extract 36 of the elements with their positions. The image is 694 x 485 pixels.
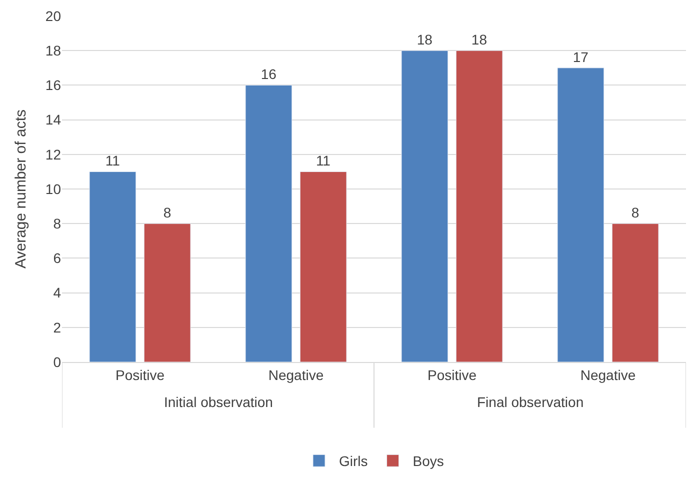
data-label: 17 bbox=[572, 48, 589, 65]
data-label: 18 bbox=[471, 32, 488, 48]
bar bbox=[245, 84, 292, 362]
bar bbox=[612, 223, 659, 362]
x-tick-label: Negative bbox=[268, 366, 324, 383]
y-tick-label: 2 bbox=[53, 319, 62, 336]
text: Initial observation bbox=[164, 394, 273, 410]
y-tick-label: 20 bbox=[45, 8, 62, 24]
bar bbox=[89, 171, 136, 362]
bar bbox=[144, 223, 191, 362]
x-tick-label: Negative bbox=[580, 366, 636, 383]
bar bbox=[456, 50, 503, 362]
x-tick-label: Positive bbox=[427, 366, 477, 383]
data-label: 11 bbox=[105, 152, 120, 169]
x-tick-label: Positive bbox=[115, 366, 165, 383]
data-label: 18 bbox=[416, 32, 433, 48]
y-tick-label: 18 bbox=[45, 42, 62, 58]
y-tick-label: 8 bbox=[53, 216, 62, 232]
data-label: 16 bbox=[260, 66, 277, 82]
legend-label: Girls bbox=[339, 453, 368, 470]
text: Final observation bbox=[477, 394, 584, 410]
y-tick-label: 16 bbox=[45, 77, 62, 94]
y-tick-label: 4 bbox=[53, 284, 62, 301]
bar bbox=[300, 171, 347, 362]
y-tick-label: 0 bbox=[53, 354, 62, 370]
bar bbox=[557, 68, 604, 362]
data-label: 8 bbox=[163, 204, 172, 221]
data-label: 8 bbox=[631, 204, 640, 221]
legend-label: Boys bbox=[412, 453, 444, 470]
y-tick-label: 14 bbox=[45, 112, 62, 128]
y-tick-label: 12 bbox=[45, 146, 62, 162]
data-label: 11 bbox=[316, 152, 331, 169]
bar bbox=[401, 50, 448, 362]
y-tick-label: 6 bbox=[53, 250, 62, 266]
y-tick-label: 10 bbox=[45, 180, 62, 197]
y-axis-title: Average number of acts bbox=[12, 110, 30, 268]
